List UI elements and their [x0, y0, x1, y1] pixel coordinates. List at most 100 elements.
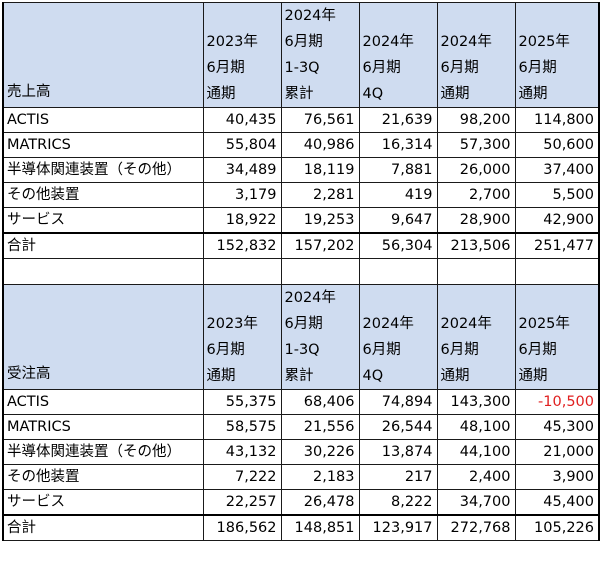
- header-line: 通期: [206, 368, 236, 384]
- header-line: 1-3Q: [284, 342, 320, 358]
- table-row: サービス 18,922 19,253 9,647 28,900 42,900: [2, 207, 600, 234]
- orders-column-header: 2023年 6月期 通期: [202, 284, 282, 390]
- header-line: 通期: [440, 86, 470, 102]
- total-value-cell: 157,202: [280, 232, 360, 259]
- value-cell: 28,900: [436, 207, 516, 234]
- header-line: 6月期: [440, 342, 479, 358]
- spreadsheet-table: 売上高 2023年 6月期 通期 2024年 6月期 1-3Q 累計 2024年 6月期 4Q 202…: [2, 2, 600, 541]
- value-cell: 16,314: [358, 132, 438, 158]
- row-label: その他装置: [2, 464, 204, 490]
- header-line: [516, 286, 597, 312]
- header-line: [204, 286, 280, 312]
- table-row: MATRICS 58,575 21,556 26,544 48,100 45,300: [2, 414, 600, 440]
- header-line: 2023年: [206, 34, 258, 50]
- value-cell: 26,478: [280, 489, 360, 516]
- row-label: MATRICS: [2, 414, 204, 440]
- value-cell: 26,000: [436, 157, 516, 183]
- header-line: 2025年: [518, 34, 570, 50]
- header-line: 2024年: [362, 34, 414, 50]
- row-label: 半導体関連装置（その他）: [2, 439, 204, 465]
- table-row: MATRICS 55,804 40,986 16,314 57,300 50,600: [2, 132, 600, 158]
- total-value-cell: 105,226: [514, 514, 600, 541]
- total-value-cell: 123,917: [358, 514, 438, 541]
- total-value-cell: 152,832: [202, 232, 282, 259]
- value-cell: 3,900: [514, 464, 600, 490]
- total-value-cell: 186,562: [202, 514, 282, 541]
- value-cell: 58,575: [202, 414, 282, 440]
- value-cell: 3,179: [202, 182, 282, 208]
- header-line: 4Q: [362, 86, 384, 102]
- value-cell: 34,489: [202, 157, 282, 183]
- orders-column-header: 2025年 6月期 通期: [514, 284, 600, 390]
- value-cell: 40,435: [202, 107, 282, 133]
- value-cell: 8,222: [358, 489, 438, 516]
- row-label: 半導体関連装置（その他）: [2, 157, 204, 183]
- total-label: 合計: [2, 514, 204, 541]
- header-line: 累計: [284, 86, 314, 102]
- header-line: [438, 286, 514, 312]
- value-cell: 76,561: [280, 107, 360, 133]
- row-label: ACTIS: [2, 107, 204, 133]
- header-line: 1-3Q: [284, 60, 320, 76]
- value-cell: 2,183: [280, 464, 360, 490]
- value-cell: 55,804: [202, 132, 282, 158]
- value-cell: 2,281: [280, 182, 360, 208]
- sales-column-header: 2024年 6月期 1-3Q 累計: [280, 2, 360, 108]
- value-cell: 5,500: [514, 182, 600, 208]
- sales-header-row: 売上高 2023年 6月期 通期 2024年 6月期 1-3Q 累計 2024年 6月期 4Q 202…: [2, 2, 600, 108]
- total-value-cell: 56,304: [358, 232, 438, 259]
- header-line: 6月期: [518, 60, 557, 76]
- row-label: その他装置: [2, 182, 204, 208]
- row-label: サービス: [2, 207, 204, 234]
- table-row: その他装置 7,222 2,183 217 2,400 3,900: [2, 464, 600, 490]
- table-row: ACTIS 40,435 76,561 21,639 98,200 114,800: [2, 107, 600, 133]
- value-cell: 2,400: [436, 464, 516, 490]
- value-cell: 44,100: [436, 439, 516, 465]
- header-line: [360, 4, 436, 30]
- header-line: 通期: [440, 368, 470, 384]
- sales-column-header: 2024年 6月期 通期: [436, 2, 516, 108]
- orders-column-header: 2024年 6月期 4Q: [358, 284, 438, 390]
- header-line: 累計: [284, 368, 314, 384]
- orders-section-title: 受注高: [2, 284, 204, 390]
- empty-cell: [514, 258, 600, 285]
- total-label: 合計: [2, 232, 204, 259]
- value-cell: 18,922: [202, 207, 282, 234]
- empty-cell: [436, 258, 516, 285]
- value-cell: 13,874: [358, 439, 438, 465]
- sales-column-header: 2023年 6月期 通期: [202, 2, 282, 108]
- value-cell: 34,700: [436, 489, 516, 516]
- value-cell: 9,647: [358, 207, 438, 234]
- header-line: 6月期: [284, 34, 323, 50]
- header-line: 2023年: [206, 316, 258, 332]
- value-cell: 19,253: [280, 207, 360, 234]
- value-cell: 2,700: [436, 182, 516, 208]
- sales-column-header: 2024年 6月期 4Q: [358, 2, 438, 108]
- value-cell: 26,544: [358, 414, 438, 440]
- empty-cell: [202, 258, 282, 285]
- header-line: 2024年: [362, 316, 414, 332]
- value-cell: 43,132: [202, 439, 282, 465]
- value-cell: 55,375: [202, 389, 282, 415]
- header-line: 6月期: [362, 342, 401, 358]
- header-line: [360, 286, 436, 312]
- value-cell: 42,900: [514, 207, 600, 234]
- header-line: 2024年: [440, 34, 492, 50]
- header-line: [438, 4, 514, 30]
- value-cell: 98,200: [436, 107, 516, 133]
- table-row: サービス 22,257 26,478 8,222 34,700 45,400: [2, 489, 600, 516]
- value-cell: 143,300: [436, 389, 516, 415]
- value-cell: 18,119: [280, 157, 360, 183]
- value-cell: 68,406: [280, 389, 360, 415]
- spacer-row: [2, 258, 600, 285]
- value-cell: 419: [358, 182, 438, 208]
- header-line: 6月期: [362, 60, 401, 76]
- orders-column-header: 2024年 6月期 1-3Q 累計: [280, 284, 360, 390]
- value-cell: 114,800: [514, 107, 600, 133]
- header-line: 4Q: [362, 368, 384, 384]
- empty-cell: [2, 258, 204, 285]
- header-line: 通期: [518, 368, 548, 384]
- header-line: 通期: [206, 86, 236, 102]
- header-line: [204, 4, 280, 30]
- sales-total-row: 合計 152,832 157,202 56,304 213,506 251,477: [2, 232, 600, 259]
